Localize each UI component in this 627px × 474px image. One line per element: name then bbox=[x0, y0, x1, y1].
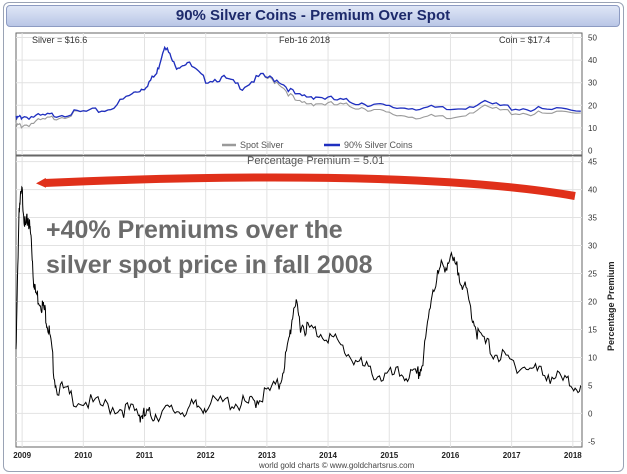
top-y-tick-label: 10 bbox=[588, 124, 597, 133]
top-y-tick-label: 50 bbox=[588, 34, 597, 43]
x-tick-label: 2017 bbox=[503, 451, 521, 460]
red-arrow bbox=[36, 173, 576, 200]
x-tick-label: 2015 bbox=[380, 451, 398, 460]
premium-line bbox=[15, 185, 582, 423]
silver-price-label: Silver = $16.6 bbox=[32, 35, 87, 45]
top-y-tick-label: 30 bbox=[588, 79, 597, 88]
bottom-premium-panel: -5 0 5 10 15 20 25 30 35 40 45 2009 2010 2011 2012 2013… bbox=[13, 155, 597, 460]
top-y-tick-label: 20 bbox=[588, 101, 597, 110]
bottom-y-tick-label: 15 bbox=[588, 325, 597, 334]
premium-annotation: +40% Premiums over the silver spot price… bbox=[46, 213, 373, 283]
bottom-y-tick-label: 5 bbox=[588, 381, 593, 390]
bottom-y-tick-label: 0 bbox=[588, 409, 593, 418]
credit-label: world gold charts © www.goldchartsrus.co… bbox=[258, 461, 415, 470]
bottom-y-tick-label: 45 bbox=[588, 158, 597, 167]
coin-price-label: Coin = $17.4 bbox=[499, 35, 550, 45]
x-tick-label: 2014 bbox=[319, 451, 337, 460]
annotation-line-1: +40% Premiums over the bbox=[46, 216, 343, 244]
y-axis-label: Percentage Premium bbox=[606, 261, 616, 351]
bottom-y-tick-label: 10 bbox=[588, 353, 597, 362]
bottom-y-tick-label: 25 bbox=[588, 270, 597, 279]
bottom-y-tick-label: -5 bbox=[588, 437, 596, 446]
legend-coins-label: 90% Silver Coins bbox=[344, 140, 413, 150]
x-tick-label: 2010 bbox=[74, 451, 92, 460]
date-label: Feb-16 2018 bbox=[279, 35, 330, 45]
x-tick-label: 2013 bbox=[258, 451, 276, 460]
top-y-tick-label: 0 bbox=[588, 146, 593, 155]
annotation-line-2: silver spot price in fall 2008 bbox=[46, 251, 373, 279]
bottom-y-tick-label: 35 bbox=[588, 214, 597, 223]
bottom-y-tick-label: 40 bbox=[588, 186, 597, 195]
x-tick-label: 2011 bbox=[136, 451, 154, 460]
x-tick-label: 2012 bbox=[197, 451, 215, 460]
x-tick-label: 2018 bbox=[564, 451, 582, 460]
silver-coins-line bbox=[15, 45, 581, 121]
legend-spot-label: Spot Silver bbox=[240, 140, 284, 150]
chart-frame: 90% Silver Coins - Premium Over Spot 0 10… bbox=[3, 2, 624, 472]
bottom-y-tick-label: 30 bbox=[588, 242, 597, 251]
top-y-tick-label: 40 bbox=[588, 56, 597, 65]
chart-title: 90% Silver Coins - Premium Over Spot bbox=[6, 5, 620, 27]
x-tick-label: 2009 bbox=[13, 451, 31, 460]
chart-svg: 0 10 20 30 40 50 -5 0 5 10 15 20 25 30 35 40 45 2009 2010… bbox=[13, 32, 616, 470]
x-tick-label: 2016 bbox=[442, 451, 460, 460]
premium-value-label: Percentage Premium = 5.01 bbox=[247, 155, 384, 167]
top-price-panel: 0 10 20 30 40 50 bbox=[15, 32, 597, 156]
bottom-y-tick-label: 20 bbox=[588, 298, 597, 307]
